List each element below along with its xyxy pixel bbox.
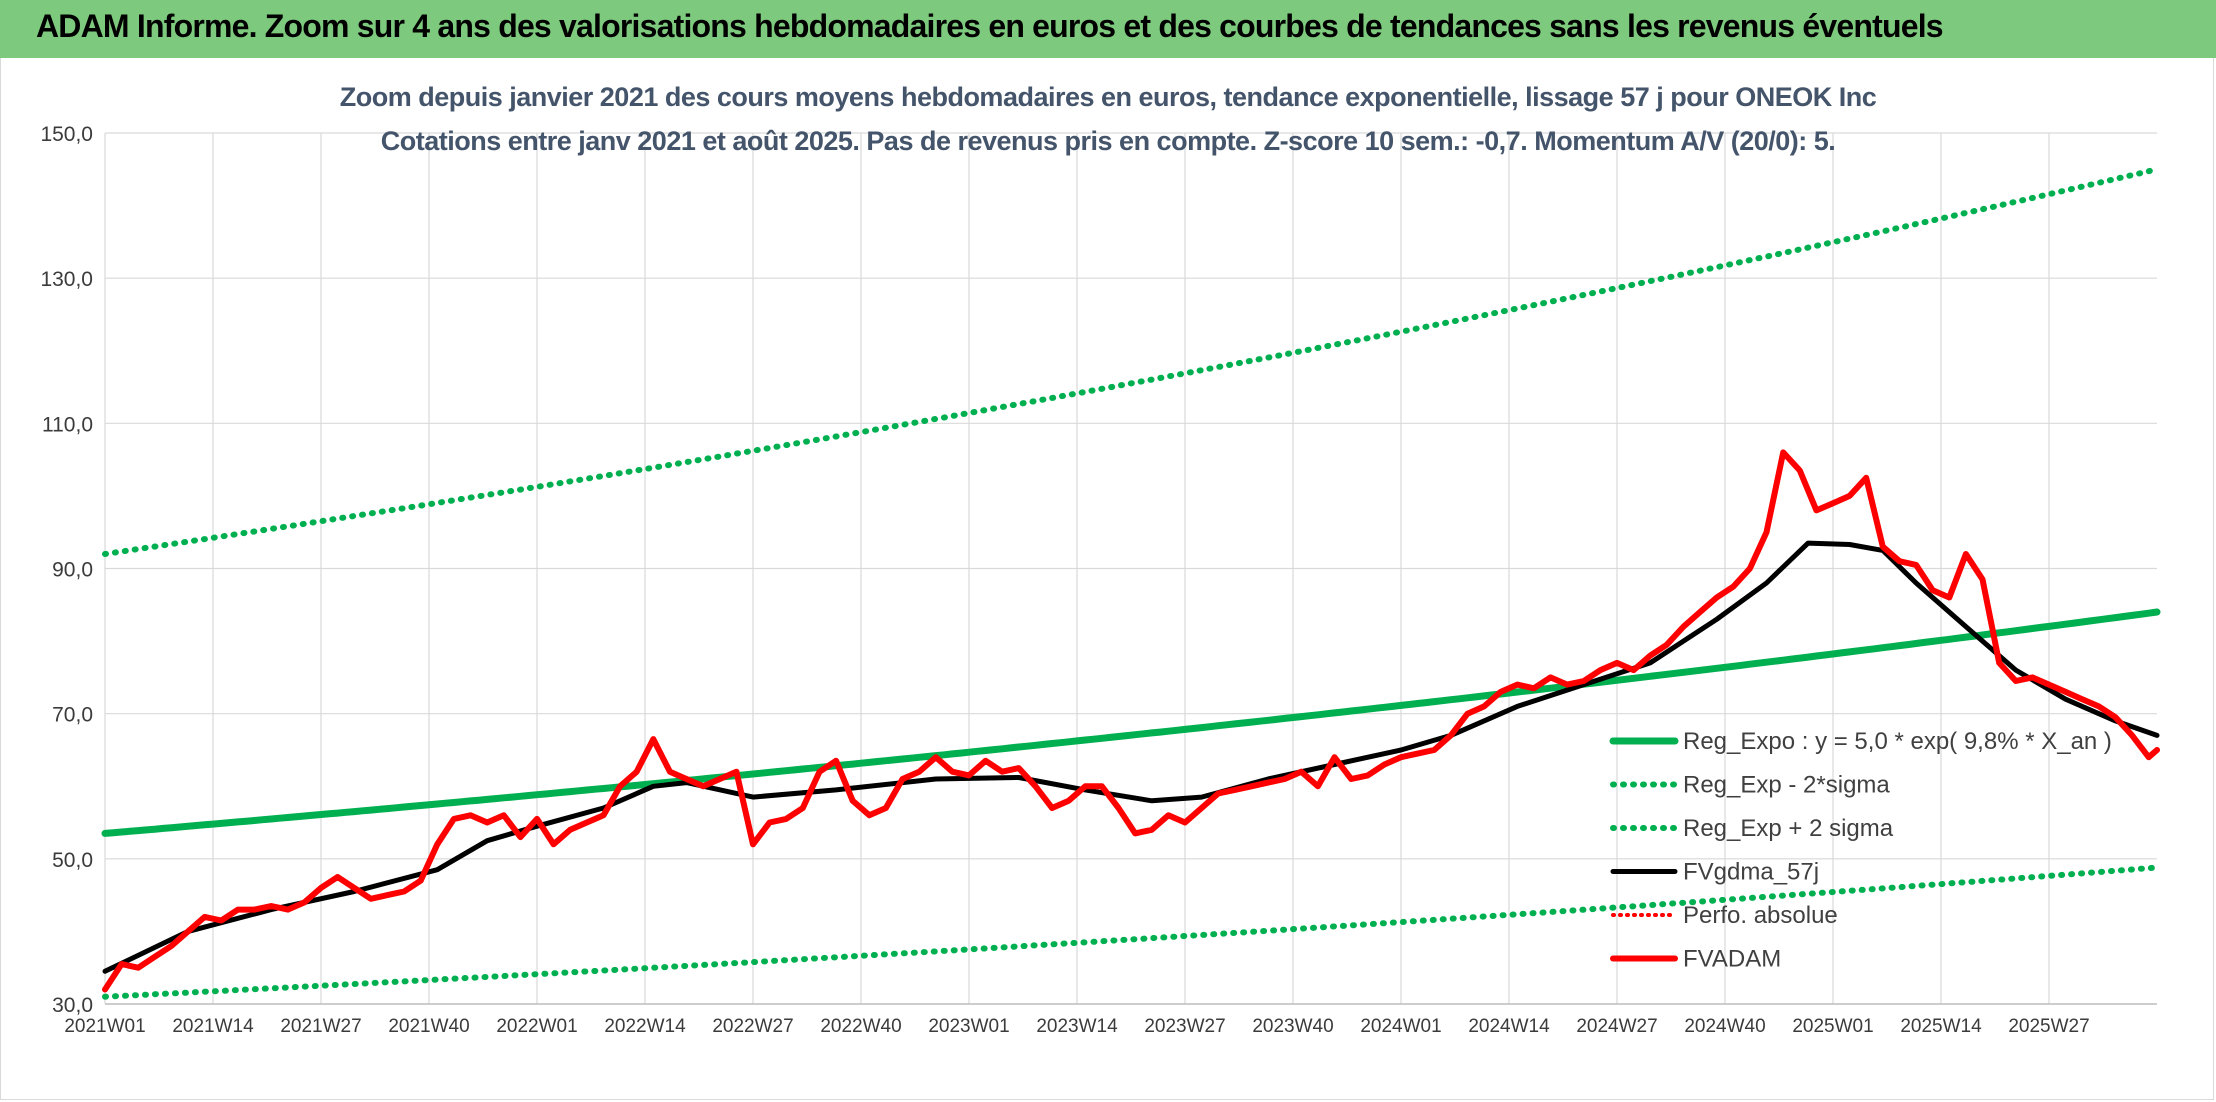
x-tick-label: 2025W27 bbox=[2008, 1016, 2089, 1037]
x-tick-label: 2021W01 bbox=[64, 1016, 145, 1037]
y-tick-label: 50,0 bbox=[52, 849, 93, 872]
x-tick-label: 2022W14 bbox=[604, 1016, 686, 1037]
x-tick-label: 2023W40 bbox=[1252, 1016, 1333, 1037]
x-tick-label: 2023W14 bbox=[1036, 1016, 1118, 1037]
y-tick-label: 130,0 bbox=[40, 268, 93, 291]
legend-label: FVADAM bbox=[1683, 946, 1781, 973]
series-line-trend bbox=[101, 608, 2161, 837]
x-tick-label: 2024W01 bbox=[1360, 1016, 1441, 1037]
legend-label: Reg_Exp + 2 sigma bbox=[1683, 815, 1894, 842]
legend-label: FVgdma_57j bbox=[1683, 859, 1819, 886]
chart-frame: Zoom depuis janvier 2021 des cours moyen… bbox=[0, 58, 2214, 1100]
x-tick-label: 2025W14 bbox=[1900, 1016, 1982, 1037]
x-tick-label: 2024W40 bbox=[1684, 1016, 1765, 1037]
chart-subtitle-line-1: Zoom depuis janvier 2021 des cours moyen… bbox=[340, 82, 1877, 112]
series-line-price bbox=[102, 449, 2160, 993]
legend-label: Perfo. absolue bbox=[1683, 902, 1838, 929]
y-tick-label: 30,0 bbox=[52, 994, 93, 1017]
line-chart: Zoom depuis janvier 2021 des cours moyen… bbox=[40, 82, 2161, 1037]
y-tick-label: 110,0 bbox=[42, 413, 93, 436]
x-tick-label: 2023W01 bbox=[928, 1016, 1009, 1037]
series-line-upper bbox=[102, 166, 2160, 557]
chart-series bbox=[101, 166, 2161, 1000]
x-tick-label: 2025W01 bbox=[1792, 1016, 1873, 1037]
x-tick-label: 2024W14 bbox=[1468, 1016, 1550, 1037]
chart-grid bbox=[104, 132, 2157, 1005]
chart-subtitle-line-2: Cotations entre janv 2021 et août 2025. … bbox=[381, 126, 1836, 156]
x-tick-label: 2021W27 bbox=[280, 1016, 361, 1037]
x-tick-label: 2023W27 bbox=[1144, 1016, 1225, 1037]
x-tick-label: 2021W14 bbox=[172, 1016, 254, 1037]
report-title: ADAM Informe. Zoom sur 4 ans des valoris… bbox=[36, 8, 1944, 44]
legend-label: Reg_Exp - 2*sigma bbox=[1683, 772, 1890, 799]
x-tick-label: 2022W27 bbox=[712, 1016, 793, 1037]
series-line-sma bbox=[102, 540, 2160, 974]
chart-axes: 30,0 50,0 70,0 90,0 110,0 130,0 150,0 2021W01 20… bbox=[40, 123, 2157, 1037]
series-line-lower bbox=[102, 864, 2160, 1000]
x-tick-label: 2021W40 bbox=[388, 1016, 469, 1037]
chart-legend: Reg_Expo : y = 5,0 * exp( 9,8% * X_an ) R… bbox=[1609, 728, 2112, 973]
y-tick-label: 90,0 bbox=[52, 559, 93, 582]
x-tick-label: 2022W01 bbox=[496, 1016, 577, 1037]
x-tick-label: 2024W27 bbox=[1576, 1016, 1657, 1037]
y-tick-label: 70,0 bbox=[52, 704, 93, 727]
report-banner: ADAM Informe. Zoom sur 4 ans des valoris… bbox=[0, 0, 2216, 58]
x-tick-label: 2022W40 bbox=[820, 1016, 901, 1037]
legend-label: Reg_Expo : y = 5,0 * exp( 9,8% * X_an ) bbox=[1683, 728, 2112, 755]
y-tick-label: 150,0 bbox=[40, 123, 93, 146]
